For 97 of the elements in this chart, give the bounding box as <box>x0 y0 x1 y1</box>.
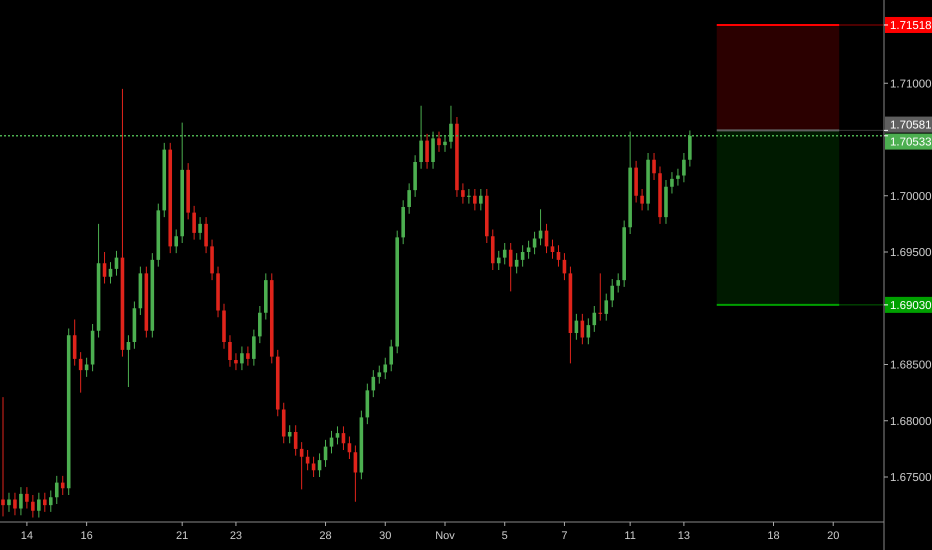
candlestick <box>19 486 23 516</box>
candlestick <box>520 244 524 268</box>
candlestick <box>580 313 584 345</box>
candlestick <box>318 452 322 478</box>
candlestick <box>198 216 202 240</box>
candlestick <box>389 339 394 372</box>
x-tick-label: 7 <box>561 530 568 542</box>
y-tick-label: 1.70000 <box>890 190 932 203</box>
candlestick <box>538 208 542 246</box>
candlestick <box>240 346 244 371</box>
y-tick-label: 1.69500 <box>890 247 932 260</box>
candlestick <box>610 278 614 308</box>
x-tick-label: 23 <box>230 530 242 542</box>
candlestick <box>48 490 53 512</box>
candlestick <box>25 486 29 509</box>
candlestick <box>407 182 411 214</box>
candlestick <box>586 318 590 345</box>
candlestick <box>532 231 536 255</box>
ref-line-label: 1.69030 <box>890 300 932 312</box>
candlestick <box>1 396 5 517</box>
candlestick <box>78 352 82 394</box>
candlestick <box>174 229 178 254</box>
candlestick <box>574 313 578 340</box>
x-tick-label: 18 <box>767 530 780 542</box>
y-tick-label: 1.68000 <box>890 416 932 428</box>
y-tick-label: 1.67500 <box>890 472 932 484</box>
candlestick <box>294 424 298 456</box>
candlestick <box>342 426 346 450</box>
candlestick <box>461 182 465 204</box>
candlestick <box>383 357 388 380</box>
candlestick <box>354 445 358 502</box>
candlestick <box>258 306 262 344</box>
x-tick-label: Nov <box>435 530 456 542</box>
candlestick <box>252 329 256 366</box>
candlestick <box>473 188 477 211</box>
candlestick <box>228 334 232 368</box>
x-tick-label: 20 <box>827 530 840 542</box>
candlestick <box>508 242 512 292</box>
candlestick <box>13 492 17 516</box>
x-tick-label: 16 <box>80 530 93 542</box>
y-tick-label: 1.71000 <box>890 78 932 90</box>
candlestick <box>670 172 674 194</box>
candlestick <box>312 456 316 478</box>
candlestick <box>54 475 59 504</box>
candlestick <box>300 442 304 490</box>
candlestick <box>37 492 41 518</box>
candlestick <box>526 240 530 260</box>
candlestick <box>84 357 88 378</box>
ref-line-label: 1.71518 <box>890 20 932 32</box>
x-tick-label: 14 <box>20 530 34 542</box>
x-tick-label: 13 <box>678 530 690 542</box>
candlestick <box>102 252 106 284</box>
x-tick-label: 21 <box>176 530 188 542</box>
candlestick <box>377 365 382 384</box>
candlestick <box>372 370 376 398</box>
candlestick <box>192 205 196 240</box>
candlestick <box>126 334 130 388</box>
candlestick <box>437 131 441 152</box>
candlestick <box>556 244 560 268</box>
candlestick <box>246 346 250 366</box>
candlestick <box>348 436 352 460</box>
candlestick <box>108 262 112 284</box>
candlestick <box>324 439 328 468</box>
candlestick <box>330 430 334 454</box>
candlestick <box>43 492 47 512</box>
candlestick <box>306 450 310 471</box>
candlestick <box>31 494 35 518</box>
candlestick <box>550 239 554 260</box>
candlestick <box>7 492 11 512</box>
ref-line-label: 1.70581 <box>890 120 932 132</box>
x-tick-label: 28 <box>319 530 332 542</box>
candlestick <box>114 250 118 276</box>
ref-line-label: 1.70533 <box>890 136 932 149</box>
candlestick <box>72 319 76 366</box>
candlestick <box>682 152 686 183</box>
candlestick <box>652 152 656 180</box>
candlestick <box>496 250 501 270</box>
candlestick <box>544 223 548 254</box>
candlestick <box>640 188 644 211</box>
x-tick-label: 11 <box>624 530 636 542</box>
candlestick <box>204 216 208 254</box>
y-tick-label: 1.68500 <box>890 360 932 372</box>
candlestick <box>60 475 65 496</box>
candlestick <box>592 306 596 332</box>
candlestick <box>616 272 620 293</box>
candlestick <box>425 133 429 170</box>
x-tick-label: 30 <box>379 530 392 542</box>
candlestick <box>502 242 507 265</box>
candlestick <box>514 252 518 274</box>
candlestick <box>234 352 238 371</box>
candlestick <box>676 168 680 186</box>
candlestick <box>336 426 340 445</box>
x-tick-label: 5 <box>502 530 508 542</box>
candlestick <box>604 293 608 322</box>
candlestick <box>562 252 566 281</box>
candlestick <box>288 424 292 444</box>
candlestick <box>479 188 483 211</box>
